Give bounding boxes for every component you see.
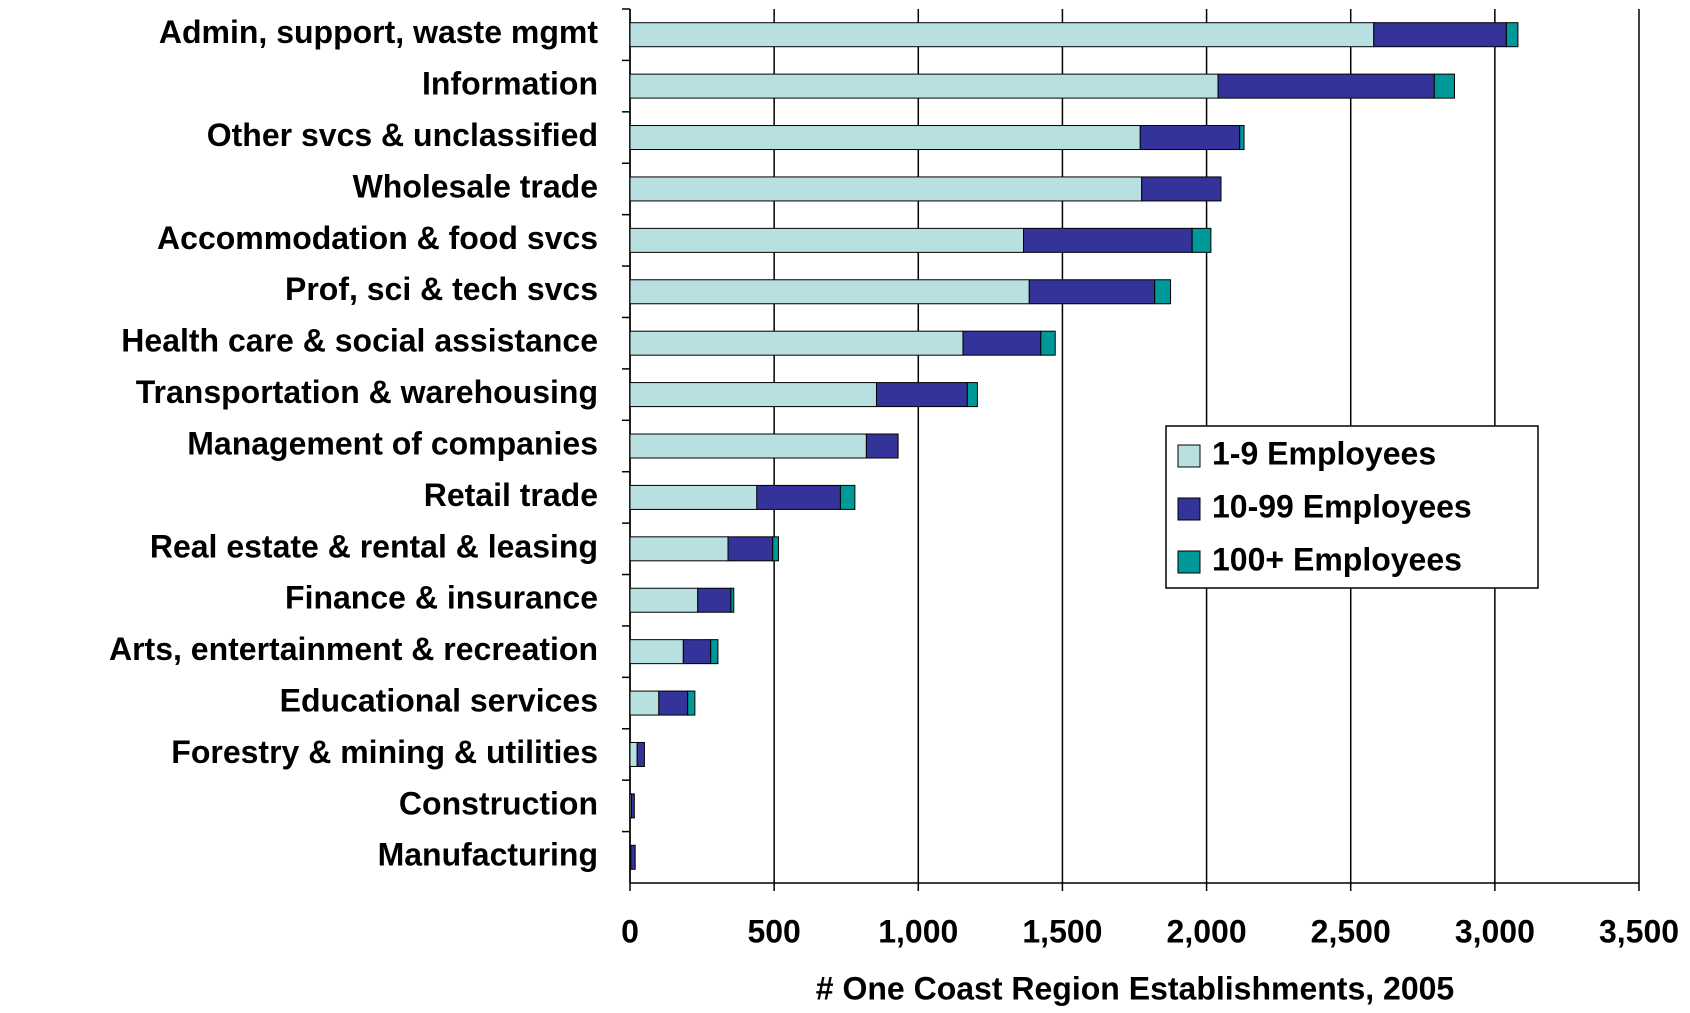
y-tick-label: Forestry & mining & utilities <box>171 734 598 770</box>
bar-segment <box>629 330 964 356</box>
bar-segment <box>629 125 1141 151</box>
bar-segment <box>629 484 758 510</box>
legend-swatch <box>1177 444 1201 468</box>
legend-label: 10-99 Employees <box>1212 488 1472 524</box>
bar-segment <box>1433 73 1455 99</box>
bar-segment <box>1040 330 1056 356</box>
bar-segment <box>629 639 684 665</box>
bar-segment <box>629 73 1219 99</box>
legend-swatch <box>1177 550 1201 574</box>
bar-segment <box>629 536 729 562</box>
bar-segment <box>658 690 689 716</box>
bar-segment <box>875 382 968 408</box>
bar-segment <box>962 330 1042 356</box>
bar-segment <box>1505 22 1519 48</box>
bar-segment <box>1217 73 1435 99</box>
bar-segment <box>1373 22 1507 48</box>
y-tick-label: Other svcs & unclassified <box>207 117 598 153</box>
bar-segment <box>756 484 841 510</box>
legend-label: 100+ Employees <box>1212 541 1462 577</box>
bar-segment <box>1023 227 1193 253</box>
bar-segment <box>630 844 636 870</box>
bar-segment <box>1141 176 1222 202</box>
bar-segment <box>727 536 774 562</box>
y-tick-label: Wholesale trade <box>353 168 598 204</box>
x-tick-label: 3,500 <box>1599 913 1679 949</box>
legend-label: 1-9 Employees <box>1212 435 1436 471</box>
bar-segment <box>629 227 1025 253</box>
y-tick-label: Prof, sci & tech svcs <box>285 271 598 307</box>
x-tick-label: 1,500 <box>1022 913 1102 949</box>
bar-segment <box>1154 279 1172 305</box>
y-tick-label: Real estate & rental & leasing <box>150 528 598 564</box>
bar-segment <box>710 639 719 665</box>
bar-segment <box>730 587 735 613</box>
y-tick-label: Accommodation & food svcs <box>157 220 598 256</box>
y-tick-label: Admin, support, waste mgmt <box>159 14 598 50</box>
x-tick-label: 1,000 <box>878 913 958 949</box>
bar-segment <box>629 382 877 408</box>
bar-segment <box>629 741 638 767</box>
bar-segment <box>1191 227 1212 253</box>
bar-segment <box>966 382 978 408</box>
legend-swatch <box>1177 497 1201 521</box>
bar-segment <box>1139 125 1241 151</box>
bar-segment <box>687 690 696 716</box>
y-tick-label: Information <box>422 66 598 102</box>
y-tick-label: Management of companies <box>187 425 598 461</box>
bar-segment <box>697 587 732 613</box>
bar-segment <box>629 279 1030 305</box>
bar-segment <box>1239 125 1245 151</box>
y-tick-label: Manufacturing <box>378 837 598 873</box>
y-tick-label: Retail trade <box>424 477 598 513</box>
bar-segment <box>839 484 856 510</box>
x-tick-label: 2,500 <box>1311 913 1391 949</box>
x-axis-title: # One Coast Region Establishments, 2005 <box>816 970 1454 1006</box>
bar-segment <box>629 690 660 716</box>
bar-segment <box>772 536 779 562</box>
y-tick-label: Construction <box>399 785 598 821</box>
y-tick-label: Finance & insurance <box>285 580 598 616</box>
bar-segment <box>636 741 645 767</box>
y-tick-label: Educational services <box>280 683 598 719</box>
x-tick-label: 0 <box>621 913 639 949</box>
x-tick-label: 2,000 <box>1167 913 1247 949</box>
bar-segment <box>629 587 699 613</box>
bar-segment <box>865 433 899 459</box>
bar-segment <box>629 176 1143 202</box>
bar-segment <box>630 793 635 819</box>
y-tick-label: Transportation & warehousing <box>136 374 598 410</box>
y-tick-label: Arts, entertainment & recreation <box>109 631 598 667</box>
y-tick-label: Health care & social assistance <box>121 323 598 359</box>
bar-segment <box>1028 279 1156 305</box>
bar-segment <box>682 639 712 665</box>
x-tick-label: 500 <box>747 913 800 949</box>
legend-box <box>1165 425 1539 589</box>
x-tick-label: 3,000 <box>1455 913 1535 949</box>
bar-segment <box>629 433 867 459</box>
bar-segment <box>629 22 1375 48</box>
